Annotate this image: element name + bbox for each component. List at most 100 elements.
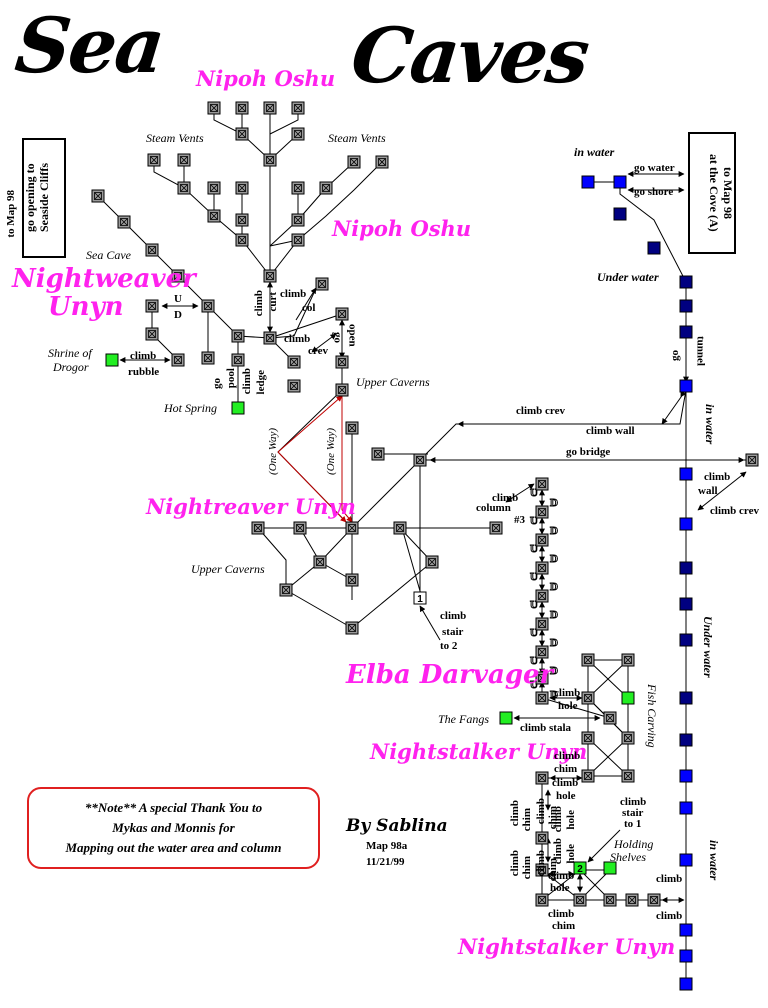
special-room[interactable] — [499, 711, 513, 725]
cave-room[interactable] — [287, 355, 301, 369]
water-room[interactable] — [679, 379, 693, 393]
special-room[interactable] — [621, 691, 635, 705]
cave-room[interactable] — [335, 307, 349, 321]
cave-room[interactable] — [177, 181, 191, 195]
water-room[interactable] — [679, 597, 693, 611]
cave-room[interactable] — [313, 555, 327, 569]
cave-room[interactable] — [291, 127, 305, 141]
cave-room[interactable] — [207, 101, 221, 115]
cave-room[interactable] — [535, 589, 549, 603]
cave-room[interactable] — [251, 521, 265, 535]
cave-room[interactable] — [371, 447, 385, 461]
cave-room[interactable] — [335, 355, 349, 369]
cave-room[interactable] — [279, 583, 293, 597]
cave-room[interactable] — [489, 521, 503, 535]
cave-room[interactable] — [535, 617, 549, 631]
cave-room[interactable] — [315, 277, 329, 291]
cave-room[interactable] — [535, 645, 549, 659]
water-room[interactable] — [679, 853, 693, 867]
cave-room[interactable] — [263, 101, 277, 115]
cave-room[interactable] — [581, 653, 595, 667]
water-room[interactable] — [679, 467, 693, 481]
special-room[interactable]: 2 — [573, 861, 587, 875]
cave-room[interactable] — [625, 893, 639, 907]
cave-room[interactable] — [291, 233, 305, 247]
cave-room[interactable] — [621, 653, 635, 667]
cave-room[interactable] — [375, 155, 389, 169]
cave-room[interactable] — [535, 561, 549, 575]
cave-room[interactable] — [231, 353, 245, 367]
cave-room[interactable] — [145, 243, 159, 257]
cave-room[interactable] — [425, 555, 439, 569]
cave-room[interactable] — [535, 771, 549, 785]
cave-room[interactable] — [291, 213, 305, 227]
cave-room[interactable] — [535, 863, 549, 877]
water-room[interactable] — [581, 175, 595, 189]
cave-room[interactable] — [603, 893, 617, 907]
water-room[interactable] — [613, 175, 627, 189]
cave-room[interactable] — [603, 711, 617, 725]
water-room[interactable] — [679, 801, 693, 815]
cave-room[interactable] — [535, 533, 549, 547]
cave-room[interactable] — [171, 269, 185, 283]
cave-room[interactable] — [291, 101, 305, 115]
water-room[interactable] — [679, 733, 693, 747]
water-room[interactable] — [679, 977, 693, 991]
cave-room[interactable] — [293, 521, 307, 535]
water-room[interactable] — [679, 325, 693, 339]
special-room[interactable] — [603, 861, 617, 875]
cave-room[interactable] — [235, 101, 249, 115]
cave-room[interactable] — [345, 521, 359, 535]
cave-room[interactable] — [581, 769, 595, 783]
cave-room[interactable] — [335, 383, 349, 397]
water-room[interactable] — [647, 241, 661, 255]
water-room[interactable] — [679, 561, 693, 575]
cave-room[interactable] — [535, 691, 549, 705]
exit-map98-left-box[interactable]: go opening to Seaside Cliffs — [22, 138, 66, 258]
water-room[interactable] — [679, 517, 693, 531]
water-room[interactable] — [679, 923, 693, 937]
cave-room[interactable] — [117, 215, 131, 229]
exit-map98-right-box[interactable]: to Map 98 at the Cove (A) — [688, 132, 736, 254]
cave-room[interactable] — [581, 731, 595, 745]
cave-room[interactable] — [201, 299, 215, 313]
cave-room[interactable] — [207, 209, 221, 223]
cave-room[interactable] — [535, 505, 549, 519]
cave-room[interactable] — [235, 181, 249, 195]
cave-room[interactable] — [413, 453, 427, 467]
water-room[interactable] — [679, 299, 693, 313]
cave-room[interactable] — [235, 213, 249, 227]
water-room[interactable] — [679, 633, 693, 647]
cave-room[interactable] — [147, 153, 161, 167]
cave-room[interactable] — [345, 421, 359, 435]
cave-room[interactable] — [647, 893, 661, 907]
cave-room[interactable] — [535, 893, 549, 907]
cave-room[interactable] — [319, 181, 333, 195]
cave-room[interactable] — [263, 269, 277, 283]
cave-room[interactable] — [235, 127, 249, 141]
cave-room[interactable] — [291, 181, 305, 195]
water-room[interactable] — [613, 207, 627, 221]
cave-room[interactable] — [145, 299, 159, 313]
cave-room[interactable] — [145, 327, 159, 341]
cave-room[interactable] — [91, 189, 105, 203]
cave-room[interactable] — [745, 453, 759, 467]
cave-room[interactable] — [345, 573, 359, 587]
cave-room[interactable] — [347, 155, 361, 169]
cave-room[interactable] — [235, 233, 249, 247]
cave-room[interactable] — [177, 153, 191, 167]
cave-room[interactable] — [573, 893, 587, 907]
cave-room[interactable] — [535, 671, 549, 685]
cave-room[interactable] — [171, 353, 185, 367]
cave-room[interactable] — [581, 691, 595, 705]
cave-room[interactable] — [535, 831, 549, 845]
cave-room[interactable] — [201, 351, 215, 365]
special-room[interactable] — [231, 401, 245, 415]
cave-room[interactable] — [621, 731, 635, 745]
cave-room[interactable] — [207, 181, 221, 195]
water-room[interactable] — [679, 691, 693, 705]
cave-room[interactable] — [393, 521, 407, 535]
special-room[interactable] — [105, 353, 119, 367]
cave-room[interactable] — [345, 621, 359, 635]
cave-room[interactable] — [263, 153, 277, 167]
